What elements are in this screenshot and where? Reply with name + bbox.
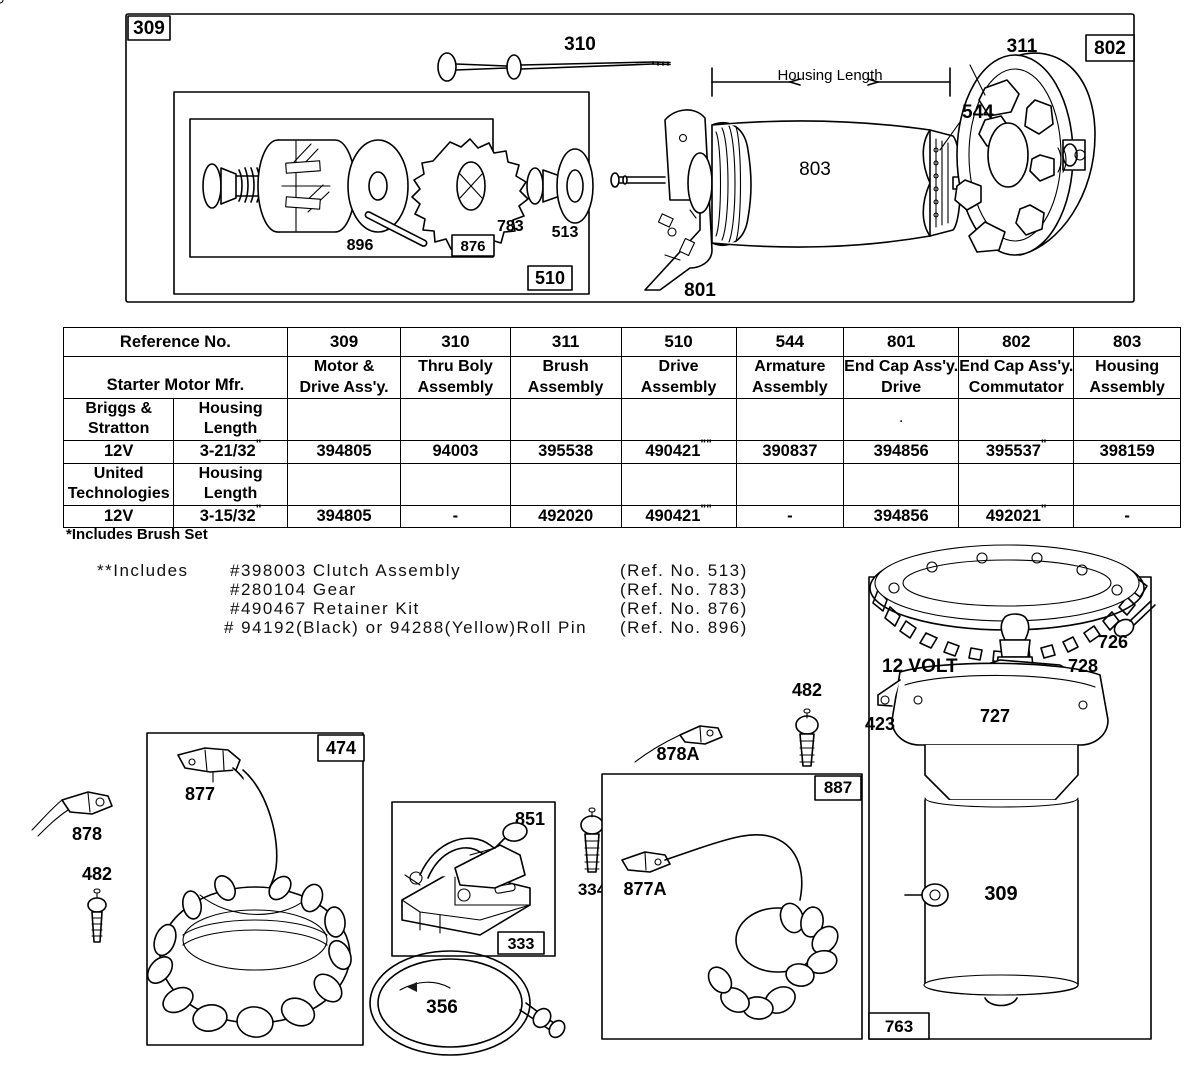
svg-text:310: 310 (564, 34, 596, 55)
svg-text:783: 783 (497, 218, 524, 235)
svg-text:763: 763 (885, 1017, 913, 1036)
svg-text:12 VOLT: 12 VOLT (882, 656, 958, 677)
svg-text:356: 356 (426, 997, 458, 1018)
svg-text:887: 887 (824, 778, 852, 797)
svg-text:878: 878 (72, 824, 102, 844)
svg-text:482: 482 (82, 864, 112, 884)
svg-text:728: 728 (1068, 656, 1098, 676)
svg-text:727: 727 (980, 706, 1010, 726)
svg-text:801: 801 (684, 280, 716, 301)
svg-text:876: 876 (460, 238, 485, 255)
svg-text:311: 311 (1007, 36, 1038, 57)
svg-text:Housing Length: Housing Length (777, 67, 882, 84)
svg-text:726: 726 (1098, 632, 1128, 652)
svg-text:309: 309 (133, 18, 165, 39)
svg-text:877: 877 (185, 784, 215, 804)
svg-text:896: 896 (347, 237, 374, 254)
svg-text:309: 309 (984, 883, 1017, 905)
svg-text:423: 423 (865, 714, 895, 734)
svg-text:877A: 877A (623, 879, 666, 899)
svg-text:474: 474 (326, 738, 356, 758)
svg-text:878A: 878A (656, 744, 699, 764)
svg-text:333: 333 (508, 936, 535, 953)
svg-text:510: 510 (535, 268, 565, 288)
svg-text:513: 513 (552, 224, 579, 241)
svg-text:544: 544 (962, 102, 994, 123)
svg-text:802: 802 (1094, 38, 1126, 59)
svg-text:482: 482 (792, 680, 822, 700)
svg-text:803: 803 (799, 159, 831, 180)
